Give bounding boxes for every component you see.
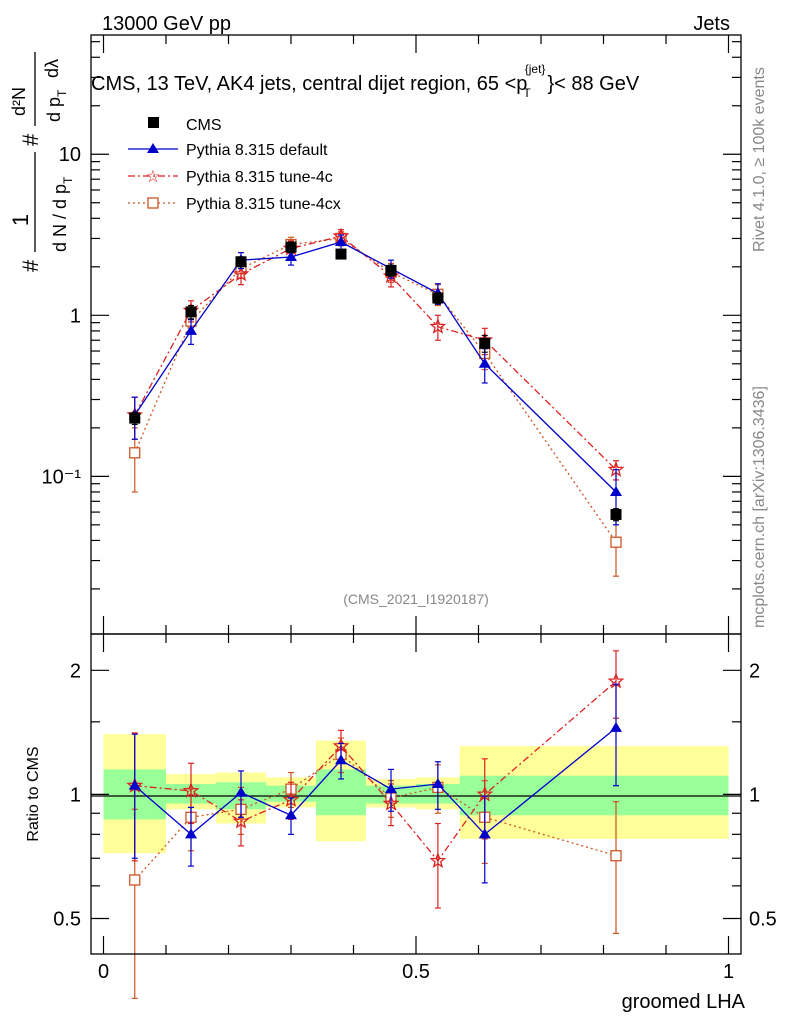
data-point-cms: [610, 508, 622, 520]
top-panel-ticks: 10 1 10⁻¹: [42, 35, 741, 634]
data-point-cms: [479, 337, 491, 349]
data-point-default: [128, 779, 141, 790]
data-point-default: [385, 783, 397, 794]
analysis-watermark: (CMS_2021_I1920187): [343, 591, 489, 607]
legend-marker-tune4cx: [147, 197, 159, 209]
x-axis-label: groomed LHA: [622, 991, 746, 1013]
y-tick-label-bottom: 2: [70, 660, 81, 682]
header-left: 13000 GeV pp: [102, 13, 231, 35]
data-point-default: [285, 809, 297, 820]
data-point-tune4cx: [129, 874, 141, 886]
ylabel-hash2: #: [18, 133, 43, 146]
ylabel-dlambda: dλ: [42, 59, 62, 78]
legend-label-tune4c: Pythia 8.315 tune-4c: [186, 169, 333, 186]
data-point-cms: [385, 264, 397, 276]
y-axis-label-top: # 1 d N / d pT # d²N d pT dλ: [8, 52, 75, 272]
y-tick-label-top: 1: [70, 305, 81, 327]
ratio-panel-frame: [90, 633, 742, 955]
legend-label-default: Pythia 8.315 default: [186, 142, 328, 159]
y-tick-label-bottom-right: 1: [749, 784, 760, 806]
plot-title: CMS, 13 TeV, AK4 jets, central dijet reg…: [91, 62, 640, 100]
data-point-tune4c: [232, 812, 250, 829]
y-tick-label-bottom-right: 2: [749, 660, 760, 682]
data-point-tune4c: [232, 265, 250, 282]
ylabel-one: 1: [8, 214, 33, 226]
legend-marker-tune4c: ☆: [145, 167, 160, 187]
data-point-cms: [335, 248, 347, 260]
data-point-default: [478, 828, 491, 839]
series-line-default: [134, 241, 617, 493]
data-point-cms: [432, 292, 444, 304]
series-line-tune4c: [134, 235, 617, 471]
ylabel-dpt: d pT: [44, 89, 69, 122]
data-point-tune4cx: [610, 536, 622, 548]
ylabel-d2n: d²N: [9, 87, 29, 116]
y-tick-label-top: 10: [59, 144, 81, 166]
x-tick-label: 0: [98, 961, 109, 983]
legend: CMS Pythia 8.315 default ☆ Pythia 8.315 …: [128, 117, 341, 213]
data-point-default: [285, 251, 297, 262]
data-point-cms: [285, 241, 297, 253]
header-right: Jets: [693, 13, 730, 35]
data-point-default: [235, 786, 247, 797]
y-tick-label-bottom: 0.5: [53, 908, 81, 930]
bottom-panel-series: [126, 650, 625, 999]
x-tick-label: 0.5: [402, 961, 430, 983]
x-tick-label: 1: [723, 961, 734, 983]
data-point-default: [185, 828, 197, 839]
y-tick-label-bottom-right: 0.5: [749, 908, 777, 930]
top-panel-series: [126, 227, 625, 577]
data-point-tune4cx: [610, 850, 622, 862]
ratio-uncertainty-bands: [103, 734, 729, 854]
y-tick-label-top: 10⁻¹: [42, 466, 82, 488]
data-point-default: [335, 754, 347, 765]
data-point-default: [431, 777, 444, 788]
legend-marker-default: [147, 143, 159, 153]
data-point-cms: [185, 306, 197, 318]
data-point-tune4cx: [129, 447, 141, 459]
mcplots-label: mcplots.cern.ch [arXiv:1306.3436]: [751, 386, 768, 628]
data-point-cms: [129, 412, 141, 424]
legend-label-cms: CMS: [186, 117, 222, 134]
series-line-tune4cx: [134, 753, 617, 881]
y-axis-label-bottom: Ratio to CMS: [25, 746, 42, 841]
ylabel-hash1: #: [18, 259, 43, 272]
legend-marker-cms: [148, 117, 159, 128]
data-point-tune4c: [429, 851, 447, 868]
y-tick-label-bottom: 1: [70, 784, 81, 806]
rivet-label: Rivet 4.1.0, ≥ 100k events: [751, 67, 768, 252]
data-point-default: [335, 236, 347, 247]
data-point-default: [610, 721, 622, 732]
series-line-tune4cx: [134, 237, 617, 543]
data-point-cms: [235, 256, 247, 268]
data-point-default: [610, 485, 622, 496]
data-point-tune4c: [429, 317, 447, 334]
ylabel-denominator: d N / d pT: [50, 176, 75, 252]
data-point-tune4c: [182, 782, 200, 798]
data-point-default: [185, 324, 197, 335]
data-point-default: [478, 357, 491, 368]
legend-label-tune4cx: Pythia 8.315 tune-4cx: [186, 196, 341, 213]
bottom-panel-ticks: 2 2 1 1 0.5 0.5 0 0.5 1: [53, 634, 777, 983]
